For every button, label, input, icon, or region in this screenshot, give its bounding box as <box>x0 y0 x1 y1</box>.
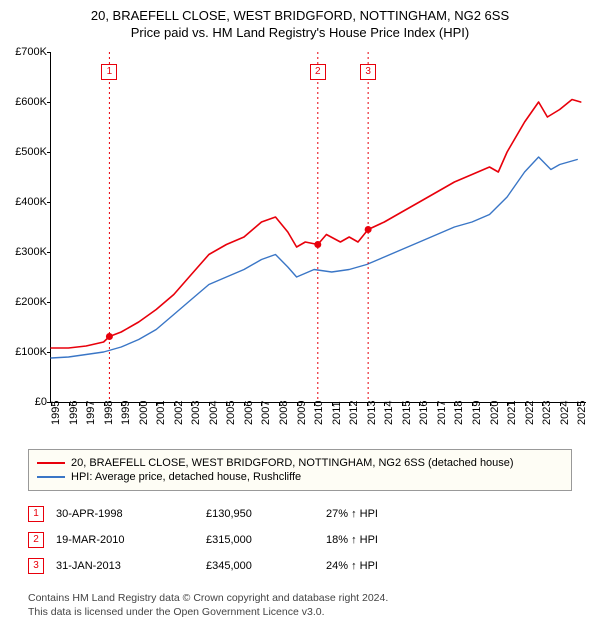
title-line-2: Price paid vs. HM Land Registry's House … <box>10 25 590 42</box>
x-axis-label: 1996 <box>68 400 80 424</box>
sale-row: 1 30-APR-1998£130,95027% ↑ HPI <box>28 501 572 527</box>
legend: 20, BRAEFELL CLOSE, WEST BRIDGFORD, NOTT… <box>28 449 572 491</box>
plot-area: £0£100K£200K£300K£400K£500K£600K£700K123 <box>50 52 586 403</box>
y-axis-label: £500K <box>1 146 47 158</box>
y-axis-label: £0 <box>1 396 47 408</box>
legend-row-price: 20, BRAEFELL CLOSE, WEST BRIDGFORD, NOTT… <box>37 456 563 470</box>
sale-date: 19-MAR-2010 <box>56 534 206 546</box>
x-axis-label: 1999 <box>120 400 132 424</box>
x-axis-label: 2018 <box>453 400 465 424</box>
x-axis-label: 2011 <box>331 401 343 425</box>
sale-row: 3 31-JAN-2013£345,00024% ↑ HPI <box>28 553 572 579</box>
sale-num-box: 2 <box>28 532 44 548</box>
x-axis-label: 2024 <box>559 400 571 424</box>
y-axis-label: £300K <box>1 246 47 258</box>
sale-price: £315,000 <box>206 534 326 546</box>
x-axis-label: 1998 <box>103 400 115 424</box>
sale-date: 30-APR-1998 <box>56 508 206 520</box>
x-axis-label: 2019 <box>471 400 483 424</box>
sale-row: 2 19-MAR-2010£315,00018% ↑ HPI <box>28 527 572 553</box>
sales-table: 1 30-APR-1998£130,95027% ↑ HPI 2 19-MAR-201… <box>28 501 572 579</box>
title-line-1: 20, BRAEFELL CLOSE, WEST BRIDGFORD, NOTT… <box>10 8 590 25</box>
x-axis-label: 2000 <box>138 400 150 424</box>
x-axis-label: 2020 <box>489 400 501 424</box>
x-axis-label: 2008 <box>278 400 290 424</box>
x-axis-labels: 1995 1996 1997 1998 1999 2000 2001 2002 2003 2004… <box>50 403 586 439</box>
y-axis-label: £400K <box>1 196 47 208</box>
y-axis-label: £200K <box>1 296 47 308</box>
x-axis-label: 2005 <box>225 400 237 424</box>
x-axis-label: 2004 <box>208 400 220 424</box>
y-axis-label: £700K <box>1 46 47 58</box>
x-axis-label: 2023 <box>541 400 553 424</box>
x-axis-label: 2010 <box>313 400 325 424</box>
sale-marker-box: 3 <box>360 64 376 80</box>
x-axis-label: 2006 <box>243 400 255 424</box>
footer-line-2: This data is licensed under the Open Gov… <box>28 605 572 619</box>
x-axis-label: 2001 <box>155 400 167 424</box>
x-axis-label: 2003 <box>190 400 202 424</box>
sale-marker-box: 2 <box>310 64 326 80</box>
sale-price: £345,000 <box>206 560 326 572</box>
y-axis-label: £600K <box>1 96 47 108</box>
sale-delta: 18% ↑ HPI <box>326 534 446 546</box>
x-axis-label: 2016 <box>418 400 430 424</box>
sale-num-box: 3 <box>28 558 44 574</box>
x-axis-label: 2015 <box>401 400 413 424</box>
legend-row-hpi: HPI: Average price, detached house, Rush… <box>37 470 563 484</box>
footer-line-1: Contains HM Land Registry data © Crown c… <box>28 591 572 605</box>
sale-date: 31-JAN-2013 <box>56 560 206 572</box>
x-axis-label: 2009 <box>296 400 308 424</box>
x-axis-label: 2002 <box>173 400 185 424</box>
x-axis-label: 2017 <box>436 400 448 424</box>
x-axis-label: 1997 <box>85 400 97 424</box>
legend-swatch-price <box>37 462 65 464</box>
legend-label-hpi: HPI: Average price, detached house, Rush… <box>71 471 301 483</box>
sale-delta: 27% ↑ HPI <box>326 508 446 520</box>
sale-price: £130,950 <box>206 508 326 520</box>
legend-swatch-hpi <box>37 476 65 478</box>
legend-label-price: 20, BRAEFELL CLOSE, WEST BRIDGFORD, NOTT… <box>71 457 514 469</box>
x-axis-label: 2014 <box>383 400 395 424</box>
x-axis-label: 2012 <box>348 400 360 424</box>
chart-container: 20, BRAEFELL CLOSE, WEST BRIDGFORD, NOTT… <box>0 0 600 619</box>
x-axis-label: 2007 <box>260 400 272 424</box>
sale-delta: 24% ↑ HPI <box>326 560 446 572</box>
chart-svg <box>51 52 586 402</box>
x-axis-label: 2013 <box>366 400 378 424</box>
sale-marker-box: 1 <box>101 64 117 80</box>
x-axis-label: 2022 <box>524 400 536 424</box>
footer: Contains HM Land Registry data © Crown c… <box>28 591 572 619</box>
x-axis-label: 1995 <box>50 400 62 424</box>
x-axis-label: 2021 <box>506 400 518 424</box>
sale-num-box: 1 <box>28 506 44 522</box>
x-axis-label: 2025 <box>576 400 588 424</box>
y-axis-label: £100K <box>1 346 47 358</box>
title-block: 20, BRAEFELL CLOSE, WEST BRIDGFORD, NOTT… <box>0 0 600 46</box>
